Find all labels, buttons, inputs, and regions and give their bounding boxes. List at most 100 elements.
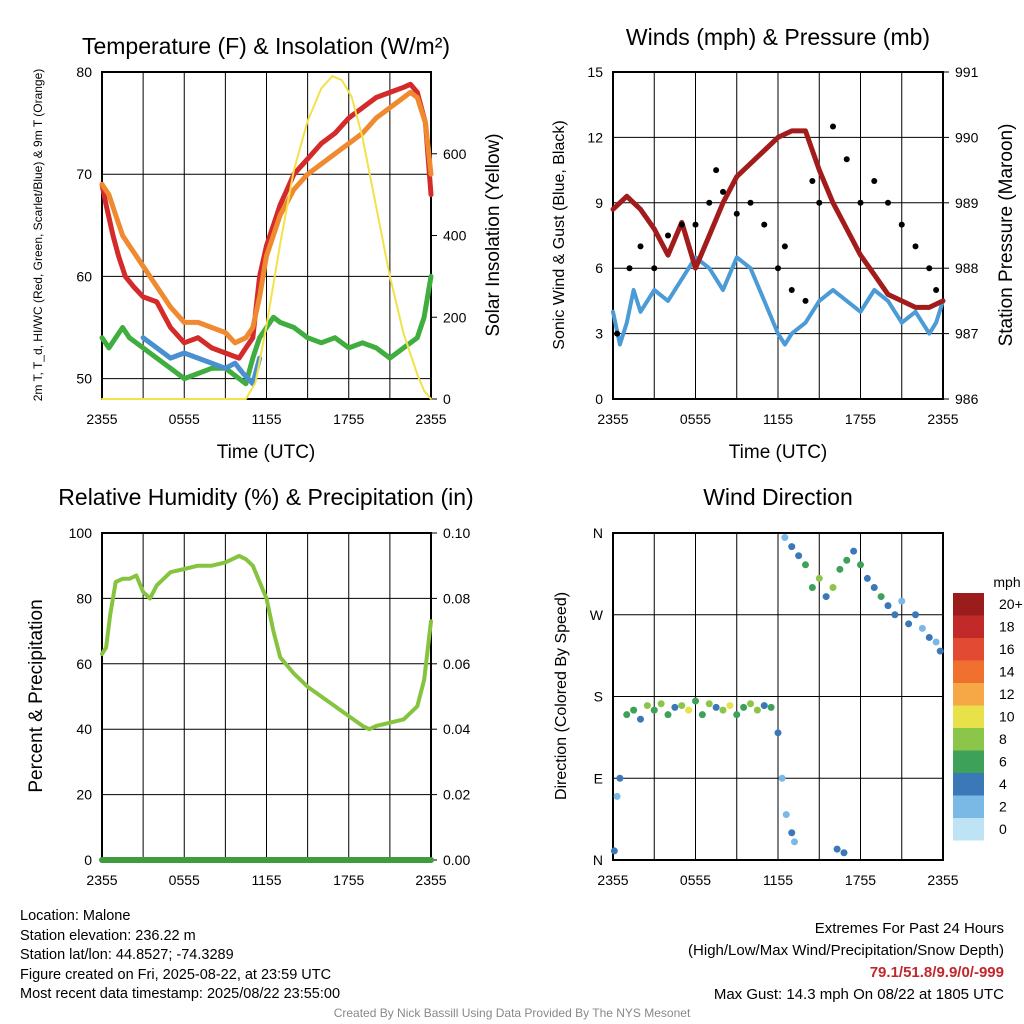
temp-series-blue — [140, 335, 263, 387]
gust-point — [843, 156, 850, 163]
direction-point — [613, 792, 621, 800]
direction-point — [870, 584, 878, 591]
direction-point — [747, 700, 754, 708]
temperature-ylabel-right: Solar Insolation (Yellow) — [483, 133, 504, 336]
gust-point — [678, 221, 685, 228]
wind-xtick-label: 0555 — [680, 411, 711, 427]
direction-point — [685, 706, 693, 714]
direction-point — [719, 706, 727, 714]
gust-point — [775, 265, 781, 272]
direction-point — [918, 624, 926, 632]
humidity-panel: Relative Humidity (%) & Precipitation (i… — [26, 484, 474, 888]
direction-point — [678, 702, 686, 710]
created-text: Figure created on Fri, 2025-08-22, at 23… — [20, 966, 332, 983]
direction-point — [733, 711, 741, 719]
rh-y2tick-label: 0.02 — [443, 787, 470, 803]
direction-point — [630, 706, 638, 714]
colorbar-label: 8 — [999, 731, 1007, 747]
direction-point — [740, 703, 748, 711]
wind-xtick-label: 1155 — [763, 411, 793, 427]
temp-xtick-label: 1755 — [333, 411, 364, 427]
station-info: Location: Malone Station elevation: 236.… — [20, 907, 340, 1005]
gust-point — [706, 199, 713, 206]
winds-ylabel-right: Station Pressure (Maroon) — [996, 124, 1017, 347]
humidity-ylabel: Percent & Precipitation — [26, 599, 47, 792]
colorbar-label: 20+ — [999, 596, 1023, 612]
gust-point — [651, 265, 658, 272]
gust-point — [816, 199, 823, 206]
recent-data-text: Most recent data timestamp: 2025/08/22 2… — [20, 986, 341, 1003]
direction-point — [774, 729, 782, 737]
temp-series-green — [99, 273, 434, 387]
direction-point — [623, 711, 631, 719]
wind-y2tick-label: 990 — [955, 129, 979, 145]
colorbar-title: mph — [993, 574, 1020, 590]
direction-point — [753, 706, 761, 714]
rh-y2tick-label: 0.06 — [443, 656, 470, 672]
wind-ytick-label: 0 — [595, 391, 603, 407]
gust-point — [614, 330, 621, 337]
dir-ytick-label: S — [594, 689, 603, 705]
direction-point — [788, 543, 796, 551]
temp-xtick-label: 2355 — [415, 411, 446, 427]
gust-point — [720, 188, 726, 195]
colorbar-swatch — [953, 638, 984, 661]
temperature-xlabel: Time (UTC) — [217, 442, 316, 463]
winds-title: Winds (mph) & Pressure (mb) — [626, 24, 930, 50]
direction-point — [671, 703, 679, 711]
humidity-line — [100, 553, 433, 732]
rh-y2tick-label: 0.04 — [443, 721, 470, 737]
wind-y2tick-label: 987 — [955, 326, 979, 342]
direction-point — [815, 574, 823, 582]
direction-point — [782, 811, 790, 819]
gust-point — [809, 178, 816, 184]
direction-point — [898, 597, 906, 605]
direction-point — [891, 611, 899, 619]
wind-ytick-label: 12 — [587, 129, 603, 145]
humidity-title: Relative Humidity (%) & Precipitation (i… — [58, 484, 473, 510]
colorbar-label: 0 — [999, 821, 1007, 837]
rh-ytick-label: 80 — [76, 590, 92, 606]
gust-point — [761, 221, 768, 228]
wind-ytick-label: 15 — [587, 64, 603, 80]
colorbar-swatch — [953, 593, 984, 616]
wind-ytick-label: 9 — [595, 195, 603, 211]
gust-point — [637, 243, 644, 250]
pressure-line — [610, 128, 946, 310]
dir-ytick-label: W — [590, 607, 604, 623]
gust-point — [885, 199, 891, 206]
wind-xtick-label: 1755 — [845, 411, 876, 427]
wind-direction-panel: Wind Direction Direction (Colored By Spe… — [553, 484, 1023, 888]
temp-y2tick-label: 0 — [443, 391, 451, 407]
gust-point — [781, 243, 788, 250]
direction-point — [705, 700, 713, 708]
colorbar-label: 4 — [999, 776, 1007, 792]
direction-point — [650, 706, 658, 714]
direction-point — [712, 703, 720, 711]
rh-xtick-label: 1155 — [251, 872, 281, 888]
gust-point — [830, 123, 836, 130]
colorbar-label: 2 — [999, 799, 1007, 815]
direction-point — [781, 534, 789, 542]
direction-point — [822, 593, 830, 601]
colorbar-label: 14 — [999, 664, 1015, 680]
temp-ytick-label: 50 — [76, 371, 92, 387]
direction-point — [791, 838, 798, 846]
temp-ytick-label: 80 — [76, 64, 92, 80]
wind-ytick-label: 3 — [595, 326, 603, 342]
colorbar-swatch — [953, 773, 984, 796]
direction-point — [726, 702, 734, 710]
rh-xtick-label: 2355 — [86, 872, 117, 888]
temp-y2tick-label: 200 — [443, 309, 467, 325]
gust-point — [912, 243, 919, 250]
colorbar-swatch — [953, 795, 984, 818]
temp-xtick-label: 2355 — [86, 411, 117, 427]
direction-point — [850, 547, 858, 555]
winds-ylabel-left: Sonic Wind & Gust (Blue, Black) — [551, 120, 568, 349]
temp-ytick-label: 70 — [76, 166, 92, 182]
wind-y2tick-label: 991 — [955, 64, 979, 80]
temperature-title: Temperature (F) & Insolation (W/m²) — [82, 33, 450, 59]
temperature-panel: Temperature (F) & Insolation (W/m²) 2m T… — [31, 33, 504, 463]
direction-point — [884, 602, 892, 610]
